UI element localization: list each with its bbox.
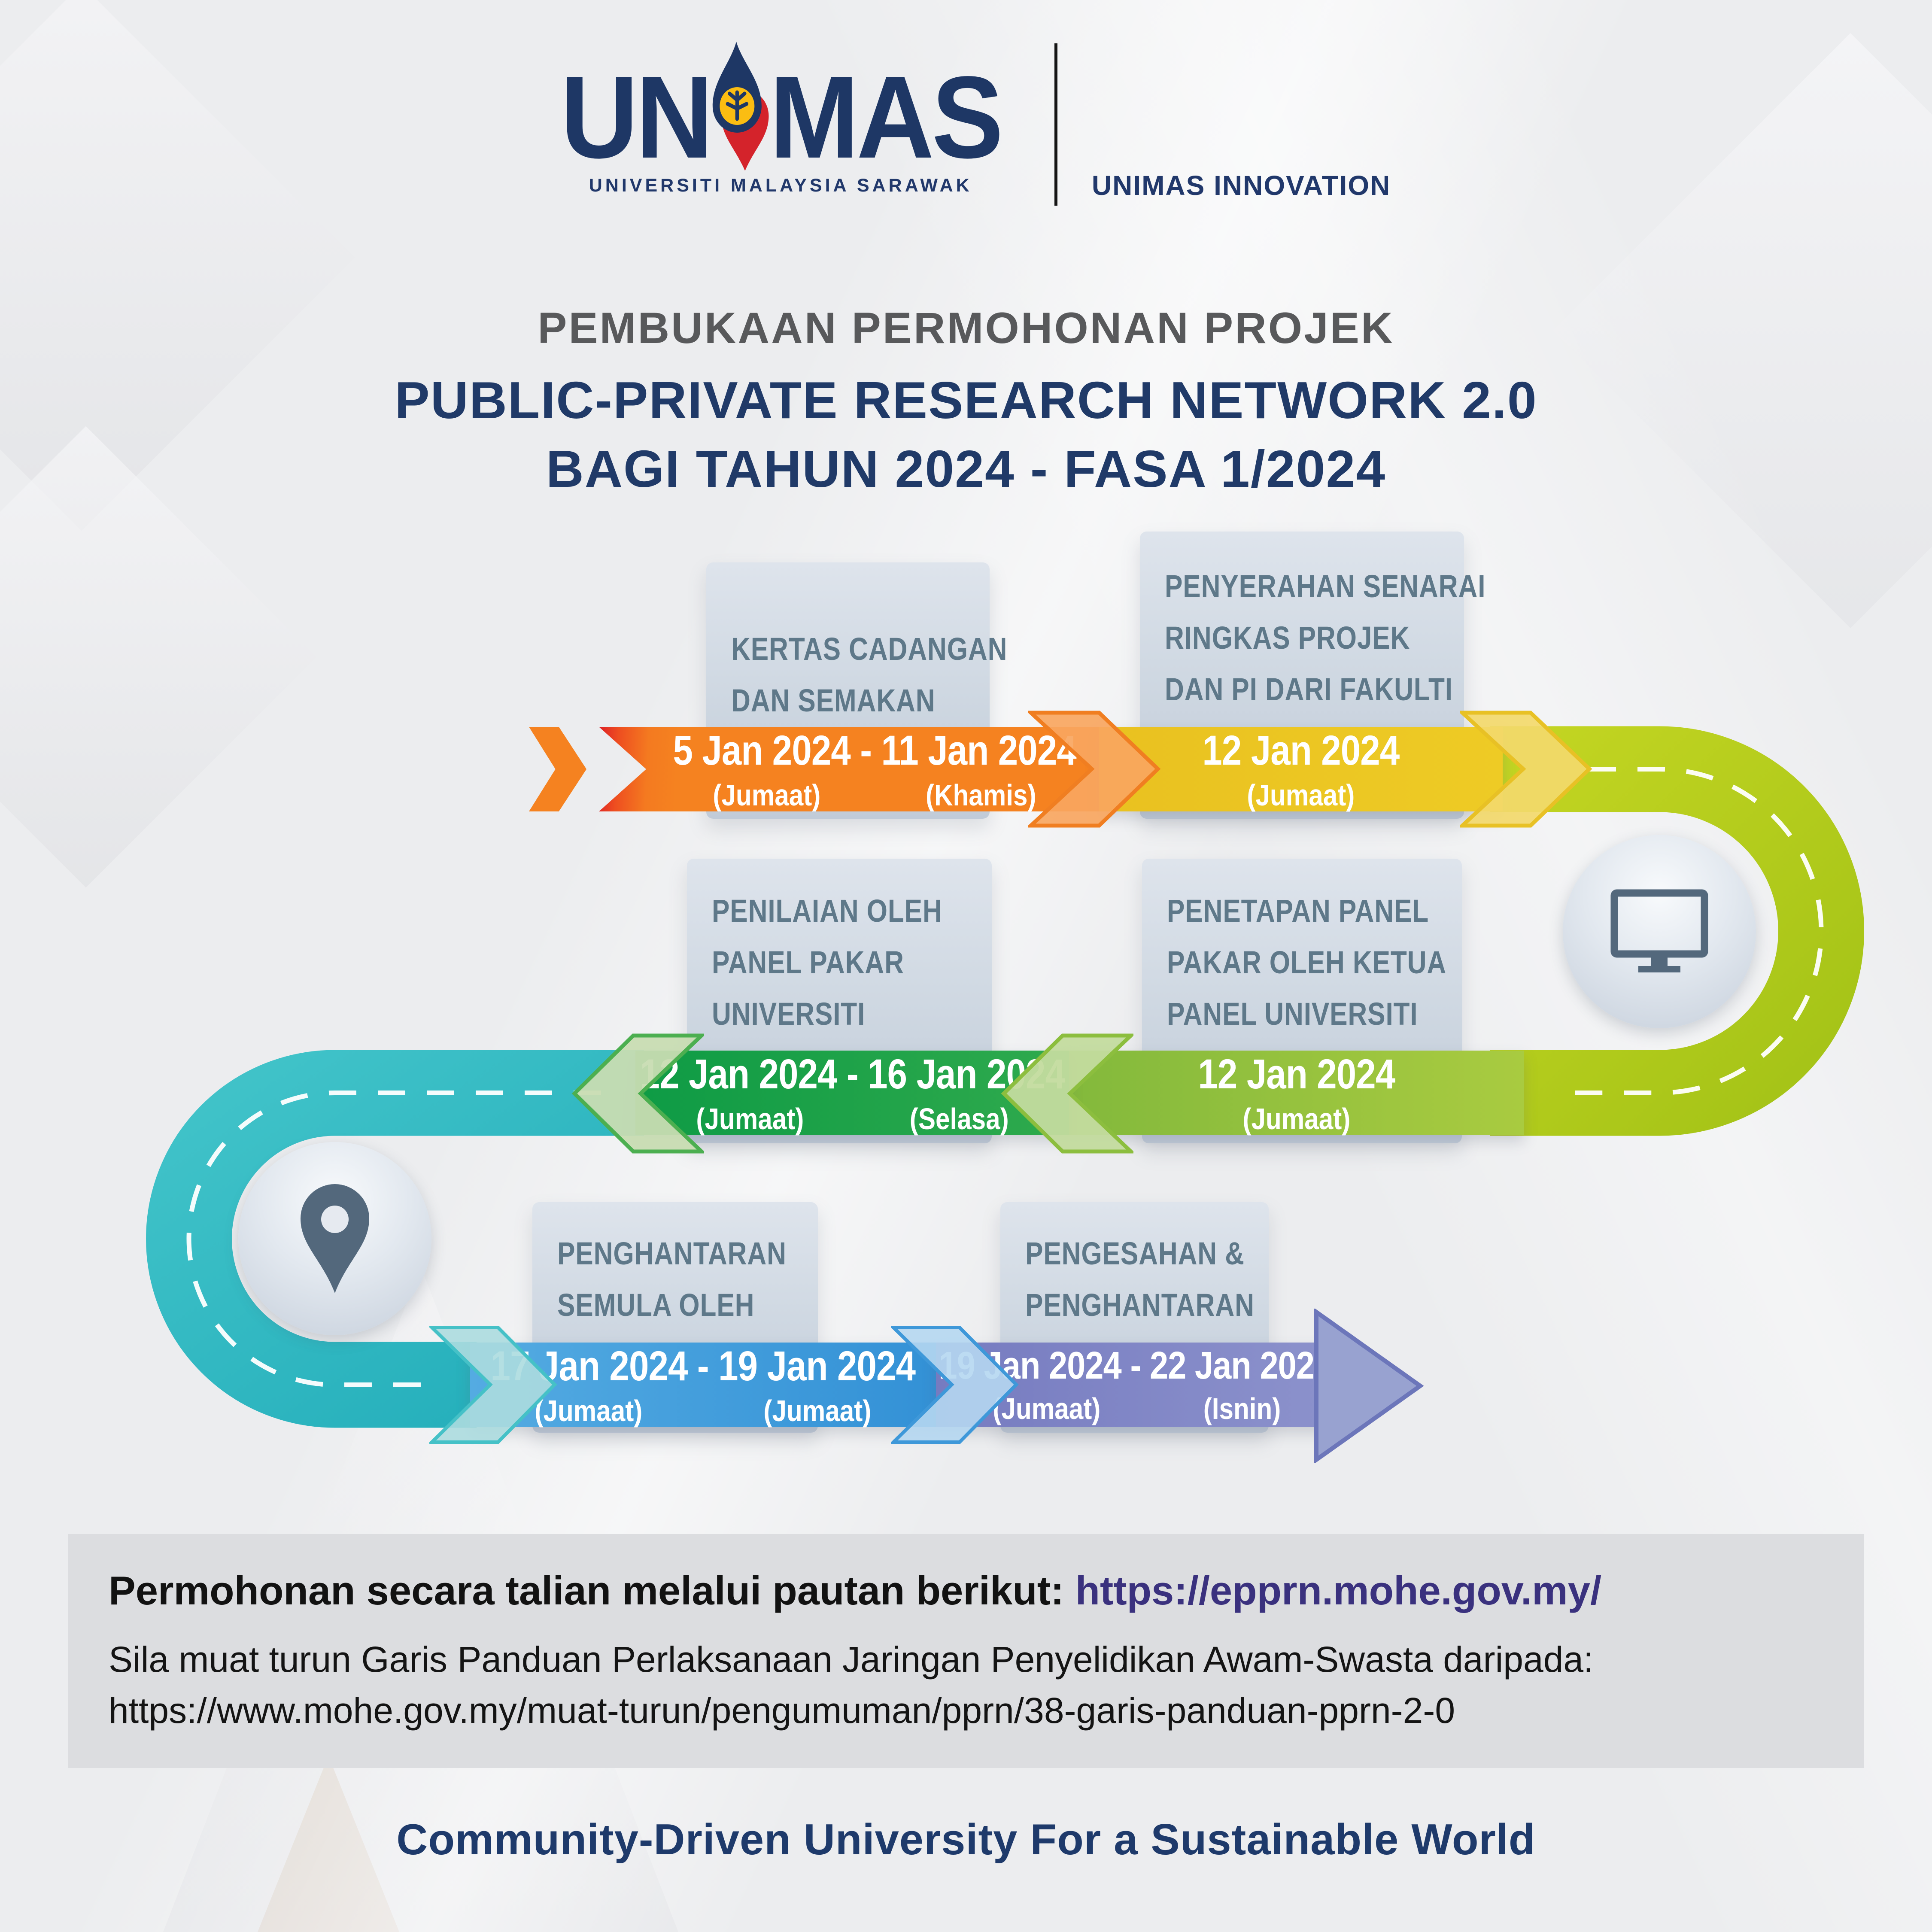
milestone-circle-online <box>1563 835 1756 1028</box>
band-6-day-end: (Isnin) <box>1203 1392 1281 1425</box>
info-line1: Permohonan secara talian melalui pautan … <box>109 1567 1823 1614</box>
step-box-6-line: PENGESAHAN & <box>1025 1236 1245 1271</box>
band-2-date: 12 Jan 2024 <box>1202 726 1400 774</box>
band-5-day-start: (Jumaat) <box>535 1394 643 1428</box>
band-3-date: 12 Jan 2024 <box>1198 1050 1395 1097</box>
step-box-6-line: PENGHANTARAN <box>1025 1287 1255 1323</box>
band-step-4: 12 Jan 2024 - 16 Jan 2024 (Jumaat) (Sela… <box>635 1050 1069 1136</box>
step-box-1-line: DAN SEMAKAN <box>731 683 936 718</box>
step-box-4-line: PENILAIAN OLEH <box>712 893 942 929</box>
milestone-circle-location <box>238 1142 431 1335</box>
info-line2: Sila muat turun Garis Panduan Perlaksana… <box>109 1639 1594 1680</box>
band-5-days: (Jumaat) (Jumaat) <box>470 1394 936 1428</box>
step-box-2-line: DAN PI DARI FAKULTI <box>1165 671 1453 707</box>
band-3-day-start: (Jumaat) <box>1242 1102 1351 1136</box>
unimas-logo: UN MAS UNIVERSITI MALAYSIA SARAWAK <box>541 41 1020 196</box>
unimas-drop-tree-icon <box>712 42 769 171</box>
band-2-days: (Jumaat) <box>1099 778 1503 812</box>
logo-partner-label: UNIMAS INNOVATION <box>1091 170 1391 201</box>
band-5-day-end: (Jumaat) <box>763 1394 872 1428</box>
band-1-days: (Jumaat) (Khamis) <box>650 778 1099 812</box>
title-line2: PUBLIC-PRIVATE RESEARCH NETWORK 2.0 <box>395 371 1537 429</box>
info-block: Permohonan secara talian melalui pautan … <box>68 1534 1864 1768</box>
band-1-day-start: (Jumaat) <box>713 778 821 812</box>
step-box-5-line: PENGHANTARAN <box>557 1236 787 1271</box>
band-1-day-end: (Khamis) <box>926 778 1036 812</box>
title-line3: BAGI TAHUN 2024 - FASA 1/2024 <box>546 440 1386 498</box>
band-4-day-end: (Selasa) <box>910 1102 1009 1136</box>
band-5-date: 17 Jan 2024 - 19 Jan 2024 <box>490 1342 916 1389</box>
logo-divider <box>1054 43 1057 206</box>
step-box-2-line: PENYERAHAN SENARAI <box>1165 568 1486 604</box>
step-box-2-line: RINGKAS PROJEK <box>1165 620 1410 656</box>
step-box-3-line: PAKAR OLEH KETUA <box>1167 945 1447 980</box>
logo-header: UN MAS UNIVERSITI MALAYSIA SARAWAK <box>0 41 1932 206</box>
band-step-2: 12 Jan 2024 (Jumaat) <box>1099 726 1503 812</box>
monitor-icon <box>1610 889 1708 972</box>
wordmark-un: UN <box>560 52 713 182</box>
step-box-1-line: KERTAS CADANGAN <box>731 631 1008 667</box>
step-box-3-line: PENETAPAN PANEL <box>1167 893 1429 929</box>
title-kicker: PEMBUKAAN PERMOHONAN PROJEK <box>538 304 1394 352</box>
location-pin-icon <box>301 1184 369 1293</box>
step-box-5-line: SEMULA OLEH <box>557 1287 755 1323</box>
unimas-wordmark: UN MAS <box>560 41 1003 182</box>
info-line3-url: https://www.mohe.gov.my/muat-turun/pengu… <box>109 1690 1455 1731</box>
band-3-days: (Jumaat) <box>1069 1102 1524 1136</box>
band-step-1: 5 Jan 2024 - 11 Jan 2024 (Jumaat) (Khami… <box>599 727 1099 811</box>
band-2-day-start: (Jumaat) <box>1247 778 1355 812</box>
band-step-5: 17 Jan 2024 - 19 Jan 2024 (Jumaat) (Juma… <box>470 1342 936 1428</box>
band-6-days: (Jumaat) (Isnin) <box>936 1391 1335 1426</box>
band-1-date: 5 Jan 2024 - 11 Jan 2024 <box>673 726 1077 774</box>
info-line1-label: Permohonan secara talian melalui pautan … <box>109 1568 1064 1613</box>
band-step-6: 19 Jan 2024 - 22 Jan 2024 (Jumaat) (Isni… <box>936 1343 1335 1427</box>
step-box-3-line: PANEL UNIVERSITI <box>1167 996 1418 1032</box>
band-4-day-start: (Jumaat) <box>696 1102 804 1136</box>
step-box-4-line: PANEL PAKAR <box>712 945 904 980</box>
wordmark-mas: MAS <box>769 52 1003 182</box>
band-6-date: 19 Jan 2024 - 22 Jan 2024 <box>939 1344 1333 1387</box>
band-4-date: 12 Jan 2024 - 16 Jan 2024 <box>640 1050 1065 1097</box>
band-6-day-start: (Jumaat) <box>993 1392 1100 1425</box>
epprn-link[interactable]: https://epprn.mohe.gov.my/ <box>1075 1568 1602 1613</box>
tagline: Community-Driven University For a Sustai… <box>396 1816 1536 1864</box>
band-4-days: (Jumaat) (Selasa) <box>635 1102 1069 1136</box>
band-step-3: 12 Jan 2024 (Jumaat) <box>1069 1050 1524 1136</box>
start-chevron-icon <box>529 727 586 811</box>
step-box-4-line: UNIVERSITI <box>712 996 866 1032</box>
